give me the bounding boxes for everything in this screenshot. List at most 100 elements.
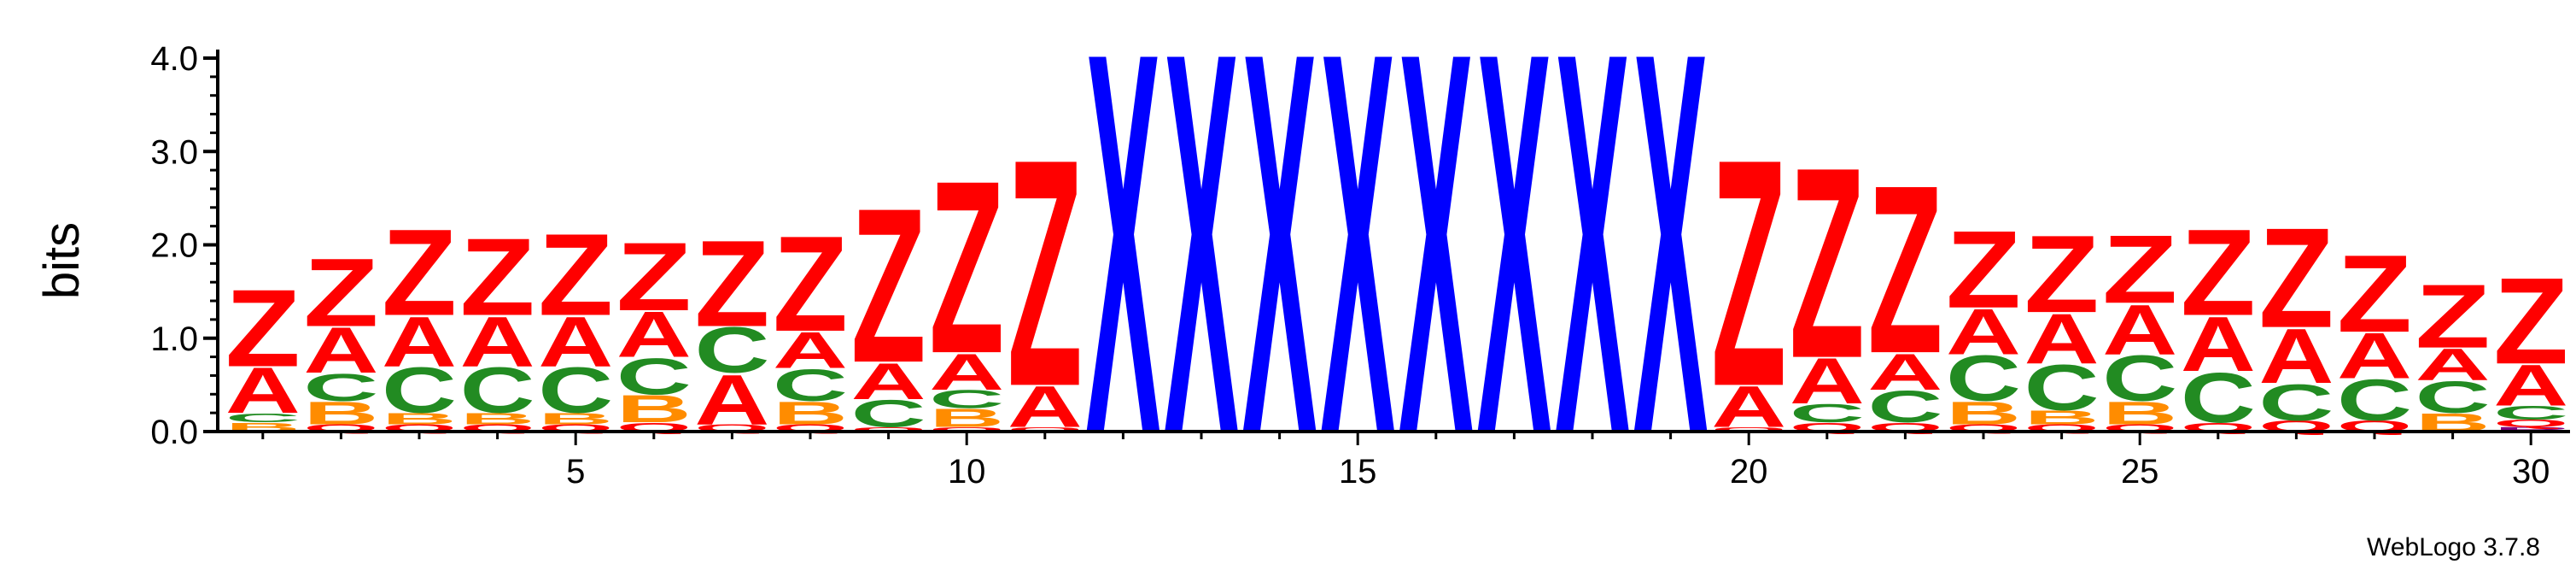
- x-tick-label: 25: [2121, 453, 2159, 491]
- glyph-c-pos-3: C: [382, 355, 457, 427]
- glyph-a-pos-24: A: [2024, 300, 2100, 379]
- glyph-c-pos-8: C: [773, 360, 848, 410]
- glyph-c-pos-7: C: [694, 314, 769, 387]
- glyph-a-pos-8: A: [773, 321, 848, 379]
- glyph-z-pos-21: Z: [1790, 111, 1865, 415]
- glyph-z-pos-27: Z: [2258, 199, 2334, 358]
- glyph-c-pos-28: C: [2337, 367, 2412, 432]
- y-axis-label: bits: [34, 222, 90, 299]
- glyph-c-pos-2: C: [303, 366, 378, 409]
- glyph-x-pos-18: X: [1555, 0, 1631, 548]
- glyph-x-pos-19: X: [1633, 0, 1709, 548]
- glyph-c-pos-6: C: [616, 348, 692, 406]
- x-tick-label: 15: [1339, 453, 1377, 491]
- glyph-b-pos-3: B: [382, 410, 457, 427]
- x-tick-label: 20: [1730, 453, 1768, 491]
- glyph-z-pos-24: Z: [2024, 212, 2100, 335]
- glyph-c-pos-4: C: [460, 355, 535, 427]
- y-tick-label: 3.0: [150, 133, 198, 171]
- glyph-b-pos-8: B: [773, 395, 848, 431]
- glyph-c-pos-21: C: [1790, 399, 1865, 428]
- glyph-a-pos-9: A: [851, 353, 926, 411]
- glyph-z-pos-6: Z: [616, 223, 692, 331]
- glyph-b-pos-6: B: [616, 387, 692, 431]
- glyph-x-pos-17: X: [1476, 0, 1552, 548]
- glyph-a-pos-25: A: [2102, 291, 2177, 370]
- glyph-z-pos-20: Z: [1711, 91, 1786, 454]
- glyph-a-pos-4: A: [460, 303, 535, 382]
- glyph-a-pos-28: A: [2337, 320, 2412, 393]
- glyph-c-pos-27: C: [2258, 374, 2334, 432]
- glyph-q-pos-10: Q: [929, 426, 1004, 433]
- glyph-x-pos-12: X: [1085, 0, 1161, 548]
- glyph-a-pos-2: A: [303, 314, 378, 387]
- glyph-b-pos-5: B: [538, 410, 613, 427]
- glyph-z-pos-4: Z: [460, 214, 535, 338]
- glyph-a-pos-29: A: [2415, 339, 2491, 390]
- glyph-c-pos-29: C: [2415, 372, 2491, 422]
- glyph-p-pos-30: P: [2493, 426, 2568, 433]
- glyph-b-pos-23: B: [1946, 395, 2021, 431]
- glyph-z-pos-11: Z: [1008, 91, 1083, 454]
- glyph-b-pos-2: B: [303, 395, 378, 431]
- y-tick-label: 1.0: [150, 320, 198, 358]
- logo-glyph-stacks: BCAZQBCAZQBCAZQBCAZQBCAZQBCAZQACZQBCAZQC…: [225, 0, 2568, 548]
- glyph-z-pos-30: Z: [2493, 252, 2568, 390]
- glyph-c-pos-24: C: [2024, 352, 2100, 425]
- glyph-a-pos-1: A: [225, 355, 301, 427]
- glyph-b-pos-10: B: [929, 403, 1004, 432]
- glyph-a-pos-26: A: [2181, 301, 2256, 388]
- glyph-z-pos-22: Z: [1867, 136, 1942, 403]
- glyph-a-pos-6: A: [616, 299, 692, 372]
- glyph-c-pos-30: C: [2493, 402, 2568, 423]
- glyph-x-pos-14: X: [1242, 0, 1318, 548]
- glyph-a-pos-21: A: [1790, 345, 1865, 418]
- y-tick-label: 0.0: [150, 414, 198, 451]
- glyph-a-pos-3: A: [382, 303, 457, 382]
- glyph-x-pos-15: X: [1320, 0, 1396, 548]
- glyph-z-pos-2: Z: [303, 239, 378, 347]
- glyph-c-pos-1: C: [225, 410, 301, 425]
- glyph-z-pos-1: Z: [225, 266, 301, 389]
- glyph-c-pos-9: C: [851, 392, 926, 436]
- x-tick-label: 5: [566, 453, 585, 491]
- x-tick-label: 30: [2512, 453, 2550, 491]
- glyph-z-pos-3: Z: [382, 203, 457, 341]
- glyph-z-pos-9: Z: [851, 163, 926, 409]
- logo-axes: 0.0 1.0 2.0 3.0 4.0 5 10 15 20 25 30: [150, 40, 2570, 491]
- glyph-b-pos-25: B: [2102, 395, 2177, 431]
- glyph-c-pos-23: C: [1946, 343, 2021, 415]
- glyph-z-pos-25: Z: [2102, 215, 2177, 323]
- glyph-a-pos-7: A: [694, 361, 769, 440]
- glyph-a-pos-20: A: [1711, 374, 1786, 439]
- glyph-a-pos-27: A: [2258, 313, 2334, 400]
- y-tick-label: 4.0: [150, 40, 198, 78]
- glyph-z-pos-7: Z: [694, 214, 769, 352]
- glyph-q-pos-9: Q: [851, 426, 926, 433]
- glyph-a-pos-23: A: [1946, 296, 2021, 368]
- glyph-z-pos-8: Z: [773, 209, 848, 360]
- glyph-z-pos-28: Z: [2337, 232, 2412, 355]
- glyph-c-pos-22: C: [1867, 381, 1942, 432]
- glyph-c-pos-26: C: [2181, 359, 2256, 438]
- glyph-z-pos-23: Z: [1946, 208, 2021, 331]
- glyph-q-pos-30: Q: [2493, 418, 2568, 430]
- glyph-a-pos-30: A: [2493, 353, 2568, 418]
- glyph-c-pos-25: C: [2102, 343, 2177, 415]
- glyph-x-pos-16: X: [1399, 0, 1475, 548]
- glyph-z-pos-10: Z: [929, 131, 1004, 405]
- glyph-z-pos-5: Z: [538, 209, 613, 340]
- glyph-x-pos-13: X: [1164, 0, 1240, 548]
- glyph-z-pos-26: Z: [2181, 203, 2256, 341]
- glyph-b-pos-4: B: [460, 410, 535, 427]
- weblogo-credit: WebLogo 3.7.8: [2367, 533, 2540, 561]
- glyph-z-pos-29: Z: [2415, 266, 2491, 367]
- glyph-a-pos-10: A: [929, 344, 1004, 402]
- glyph-a-pos-22: A: [1867, 344, 1942, 402]
- glyph-a-pos-11: A: [1008, 374, 1083, 439]
- x-tick-label: 10: [948, 453, 986, 491]
- glyph-q-pos-11: Q: [1008, 426, 1083, 433]
- glyph-b-pos-24: B: [2024, 407, 2100, 428]
- glyph-c-pos-5: C: [538, 355, 613, 427]
